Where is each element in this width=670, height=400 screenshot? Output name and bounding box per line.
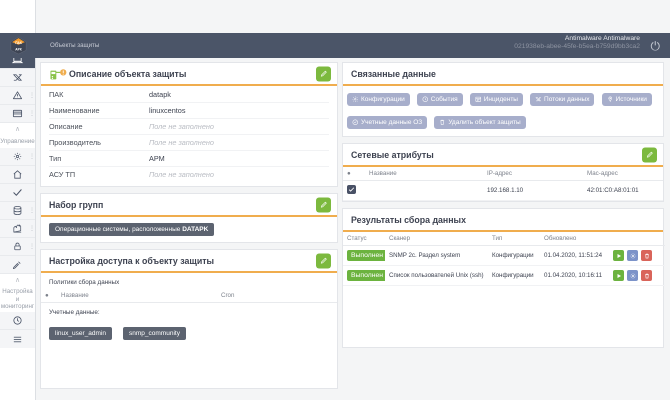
svg-text:АРК: АРК [15,47,21,51]
svg-text:ПАК: ПАК [15,41,22,45]
